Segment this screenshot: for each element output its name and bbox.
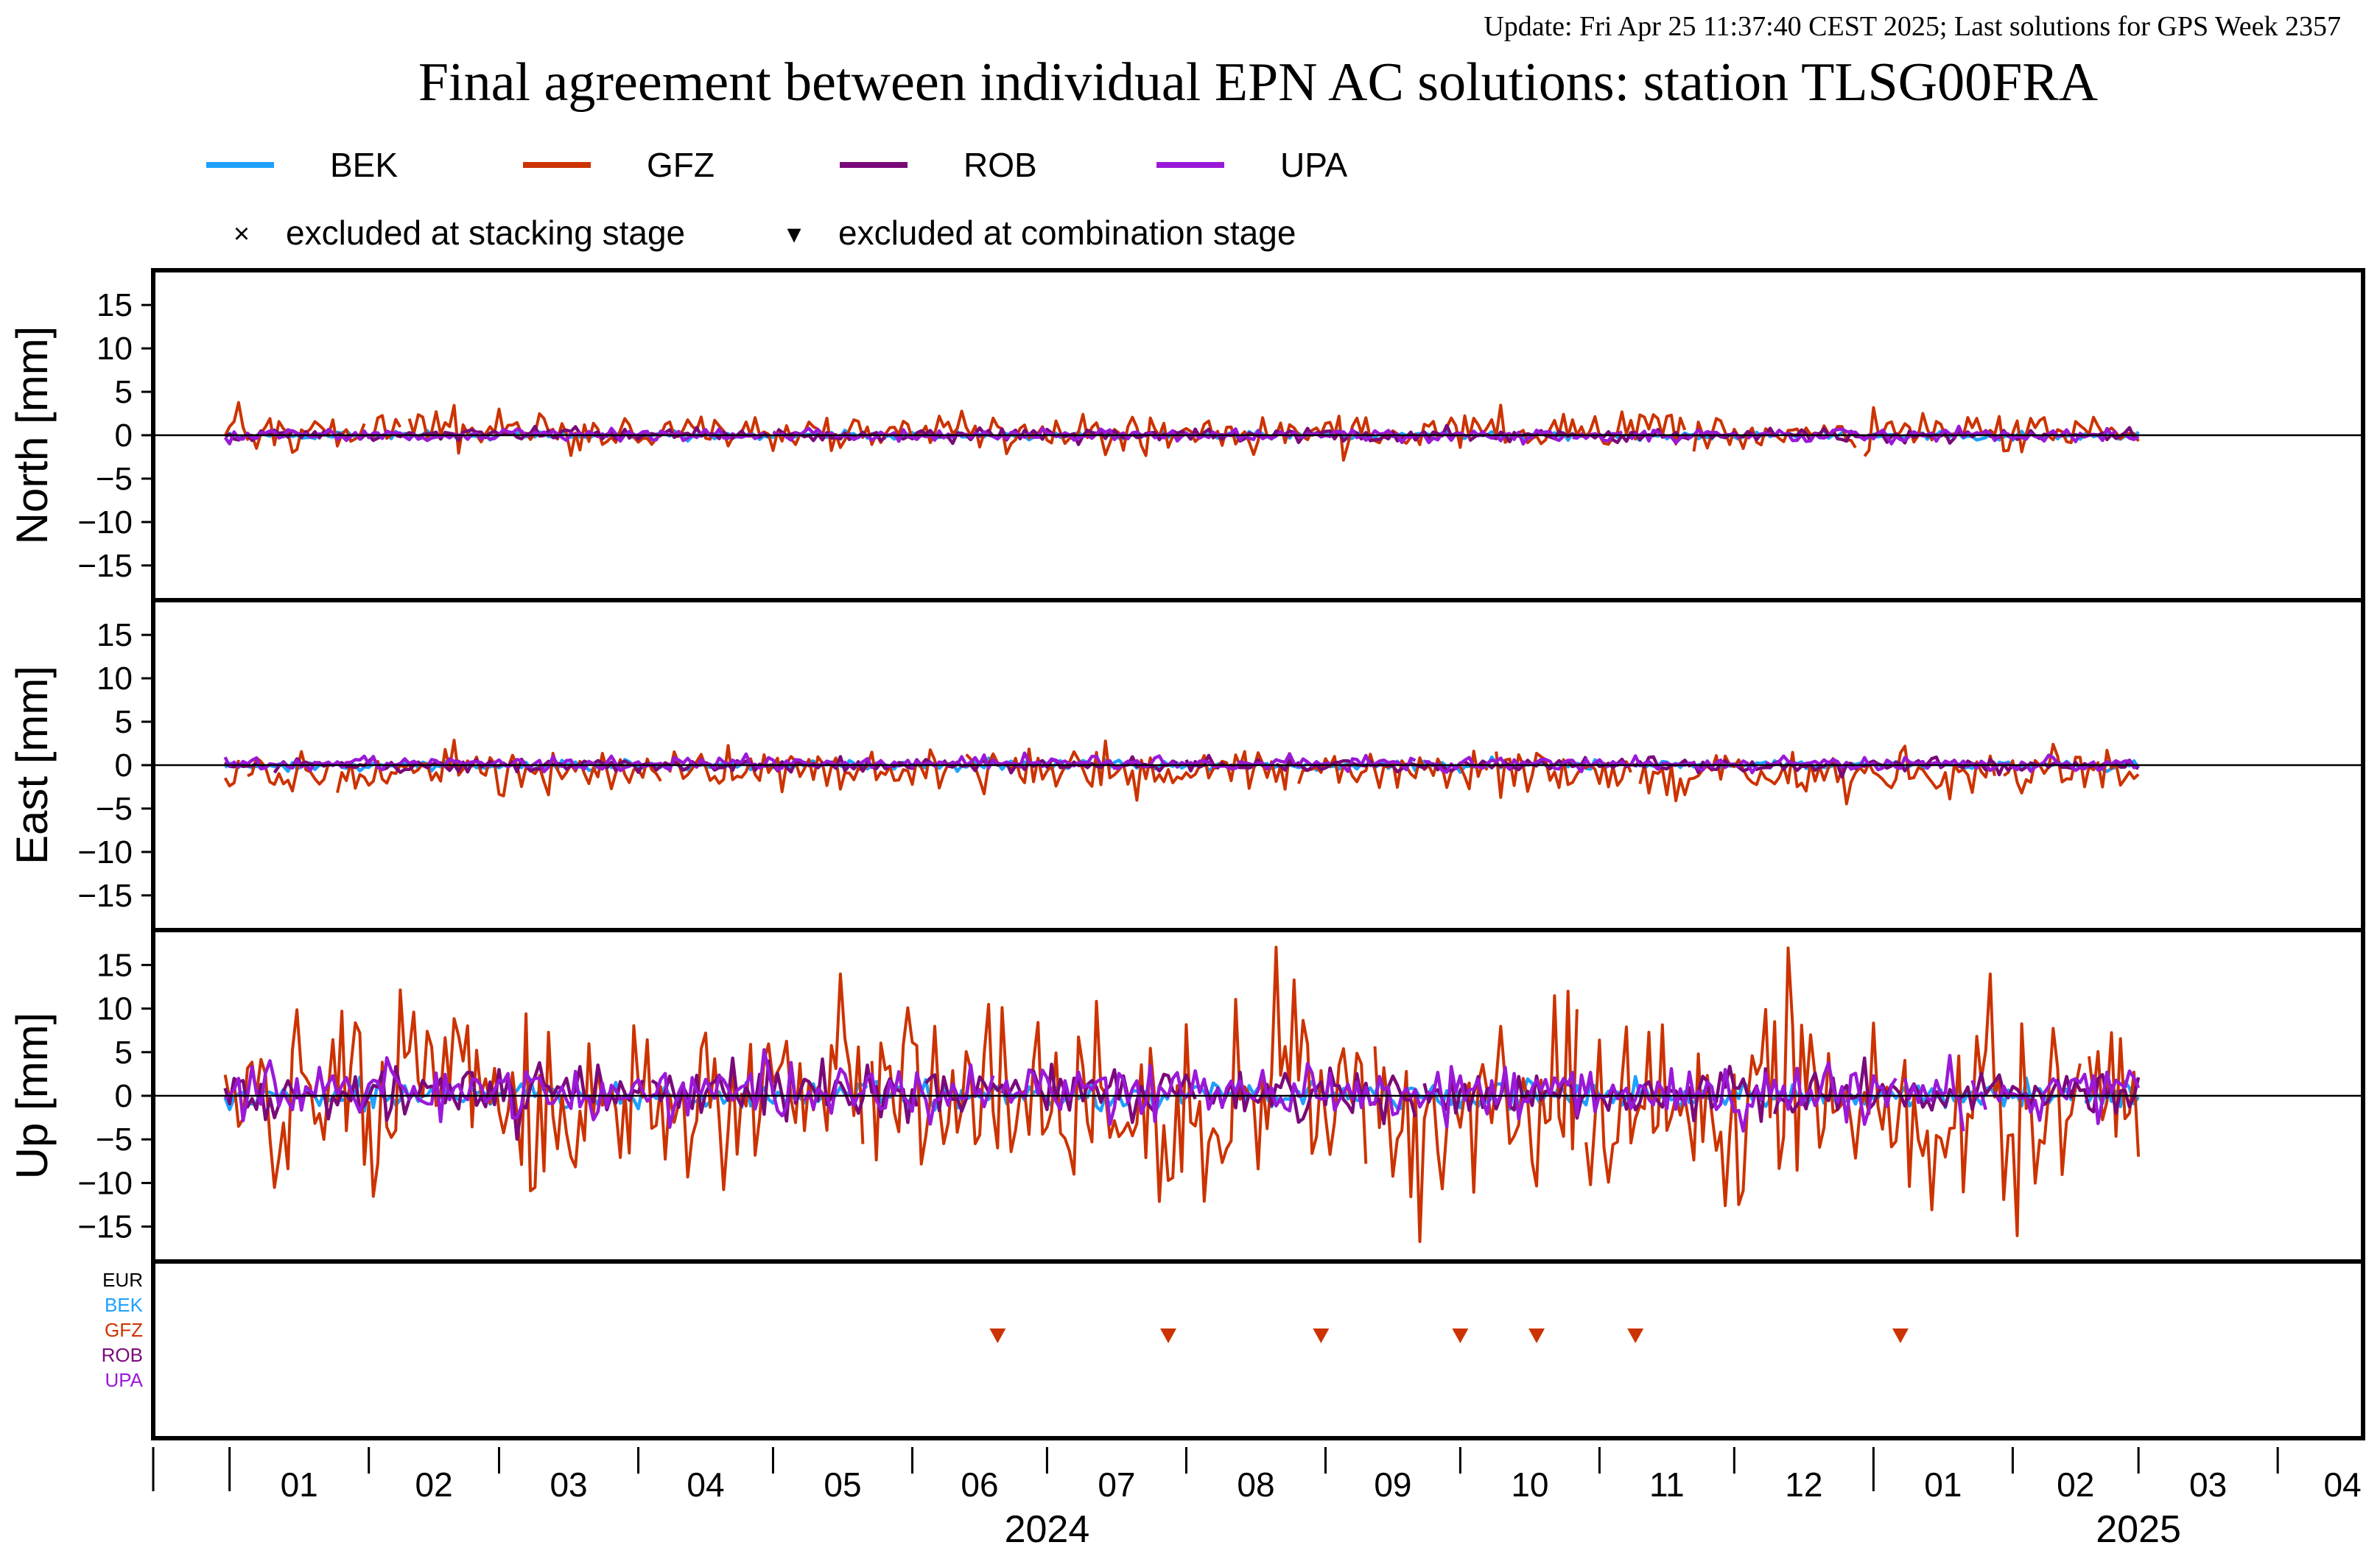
y-tick-label: −15 xyxy=(77,1209,133,1245)
y-tick-label: 15 xyxy=(96,617,133,653)
y-tick-label: 15 xyxy=(96,287,133,323)
series-line-rob xyxy=(1202,1066,1417,1126)
legend-marker-label: excluded at stacking stage xyxy=(286,214,685,252)
x-month-label: 02 xyxy=(2057,1465,2094,1504)
exclusion-label-eur: EUR xyxy=(102,1269,143,1291)
y-tick-label: −10 xyxy=(77,834,133,870)
y-tick-label: 0 xyxy=(115,418,133,454)
y-tick-label: 10 xyxy=(96,661,133,697)
exclusion-panel: EUR BEK GFZ ROB UPA xyxy=(102,1259,2365,1440)
y-tick-label: −10 xyxy=(77,504,133,541)
y-tick-label: 0 xyxy=(115,747,133,784)
combination-excluded-marker xyxy=(1528,1328,1545,1343)
y-tick-label: 5 xyxy=(115,1035,133,1071)
y-tick-label: 5 xyxy=(115,704,133,740)
x-year-label: 2025 xyxy=(2096,1508,2181,1545)
x-month-label: 02 xyxy=(415,1465,453,1504)
legend-marker-symbol: × xyxy=(234,219,250,250)
y-tick-label: −15 xyxy=(77,548,133,584)
series-line-gfz xyxy=(336,739,662,798)
combination-excluded-marker xyxy=(1313,1328,1330,1343)
exclusion-label-bek: BEK xyxy=(105,1294,144,1316)
exclusion-label-gfz: GFZ xyxy=(105,1319,143,1341)
x-month-label: 06 xyxy=(961,1465,998,1504)
exclusion-frame xyxy=(151,1259,2365,1440)
series-line-gfz xyxy=(1495,751,1632,799)
series-line-upa xyxy=(803,1063,995,1126)
y-tick-label: −10 xyxy=(77,1165,133,1201)
legend-label-gfz: GFZ xyxy=(647,146,715,184)
series-line-gfz xyxy=(668,744,958,794)
legend: BEK GFZ ROB UPA × excluded at stacking stage ▾… xyxy=(206,146,1347,252)
panels: −15 −10 −5 0 5 10 15 North [mm] −15 −10 −5 0 5 10 15 Ea… xyxy=(7,268,2365,1264)
y-axis-label: Up [mm] xyxy=(7,1013,57,1180)
series-line-gfz xyxy=(371,414,402,440)
series-line-gfz xyxy=(223,401,366,454)
legend-marker-symbol: ▾ xyxy=(787,219,801,250)
x-month-label: 03 xyxy=(550,1465,587,1504)
legend-label-rob: ROB xyxy=(963,146,1037,184)
y-tick-label: −5 xyxy=(96,461,133,497)
series-line-upa xyxy=(772,426,1565,446)
series-group xyxy=(223,946,2141,1243)
combination-excluded-marker xyxy=(1160,1328,1177,1343)
x-month-label: 03 xyxy=(2189,1465,2227,1504)
series-group xyxy=(223,739,2141,806)
y-axis-label: North [mm] xyxy=(7,326,57,545)
series-line-gfz xyxy=(1584,946,2082,1237)
y-tick-label: −5 xyxy=(96,1122,133,1158)
series-line-rob xyxy=(894,423,1461,446)
x-month-label: 07 xyxy=(1098,1465,1135,1504)
y-tick-label: 15 xyxy=(96,947,133,983)
y-tick-label: −5 xyxy=(96,791,133,827)
series-line-gfz xyxy=(407,404,1687,462)
y-tick-label: 5 xyxy=(115,374,133,410)
series-line-upa xyxy=(1424,754,1758,775)
series-line-gfz xyxy=(1638,745,1996,806)
combination-excluded-marker xyxy=(989,1328,1006,1343)
x-month-label: 01 xyxy=(281,1465,318,1504)
series-line-upa xyxy=(1000,1061,1898,1133)
x-month-label: 08 xyxy=(1237,1465,1274,1504)
series-line-gfz xyxy=(1373,990,1579,1243)
combination-excluded-marker xyxy=(1627,1328,1644,1343)
series-line-upa xyxy=(1903,1054,1965,1132)
series-line-gfz xyxy=(223,759,240,788)
legend-label-upa: UPA xyxy=(1280,146,1347,184)
exclusion-label-upa: UPA xyxy=(105,1369,143,1391)
combination-excluded-marker xyxy=(1892,1328,1909,1343)
legend-label-bek: BEK xyxy=(330,146,398,184)
x-month-label: 09 xyxy=(1374,1465,1411,1504)
series-line-upa xyxy=(1765,753,2140,773)
x-axis: 01 02 03 04 05 06 07 08 09 10 11 12 01 02 03 04 2024 2025 xyxy=(152,1447,2362,1545)
series-line-upa xyxy=(1747,424,2118,446)
panel-north: −15 −10 −5 0 5 10 15 North [mm] xyxy=(7,268,2365,602)
series-line-gfz xyxy=(247,750,330,793)
chart-title: Final agreement between individual EPN A… xyxy=(418,52,2098,113)
update-text: Update: Fri Apr 25 11:37:40 CEST 2025; L… xyxy=(1484,11,2341,42)
exclusion-label-rob: ROB xyxy=(102,1344,143,1366)
x-year-label: 2024 xyxy=(1005,1508,1090,1545)
y-tick-label: −15 xyxy=(77,878,133,914)
series-group xyxy=(223,401,2140,462)
panel-up: −15 −10 −5 0 5 10 15 Up [mm] xyxy=(7,928,2365,1264)
series-line-gfz xyxy=(223,972,865,1198)
y-tick-label: 10 xyxy=(96,991,133,1027)
combination-excluded-marker xyxy=(1452,1328,1469,1343)
x-month-label: 01 xyxy=(1924,1465,1962,1504)
series-line-gfz xyxy=(965,739,1291,802)
x-month-label: 04 xyxy=(2323,1465,2361,1504)
y-axis-label: East [mm] xyxy=(7,666,57,865)
legend-marker-label: excluded at combination stage xyxy=(838,214,1296,252)
x-month-label: 11 xyxy=(1649,1465,1685,1504)
x-month-label: 04 xyxy=(687,1465,724,1504)
y-tick-label: 10 xyxy=(96,331,133,367)
x-month-label: 10 xyxy=(1511,1465,1548,1504)
panel-east: −15 −10 −5 0 5 10 15 East [mm] xyxy=(7,598,2365,932)
x-month-label: 05 xyxy=(824,1465,861,1504)
x-month-label: 12 xyxy=(1785,1465,1822,1504)
y-tick-label: 0 xyxy=(115,1078,133,1114)
